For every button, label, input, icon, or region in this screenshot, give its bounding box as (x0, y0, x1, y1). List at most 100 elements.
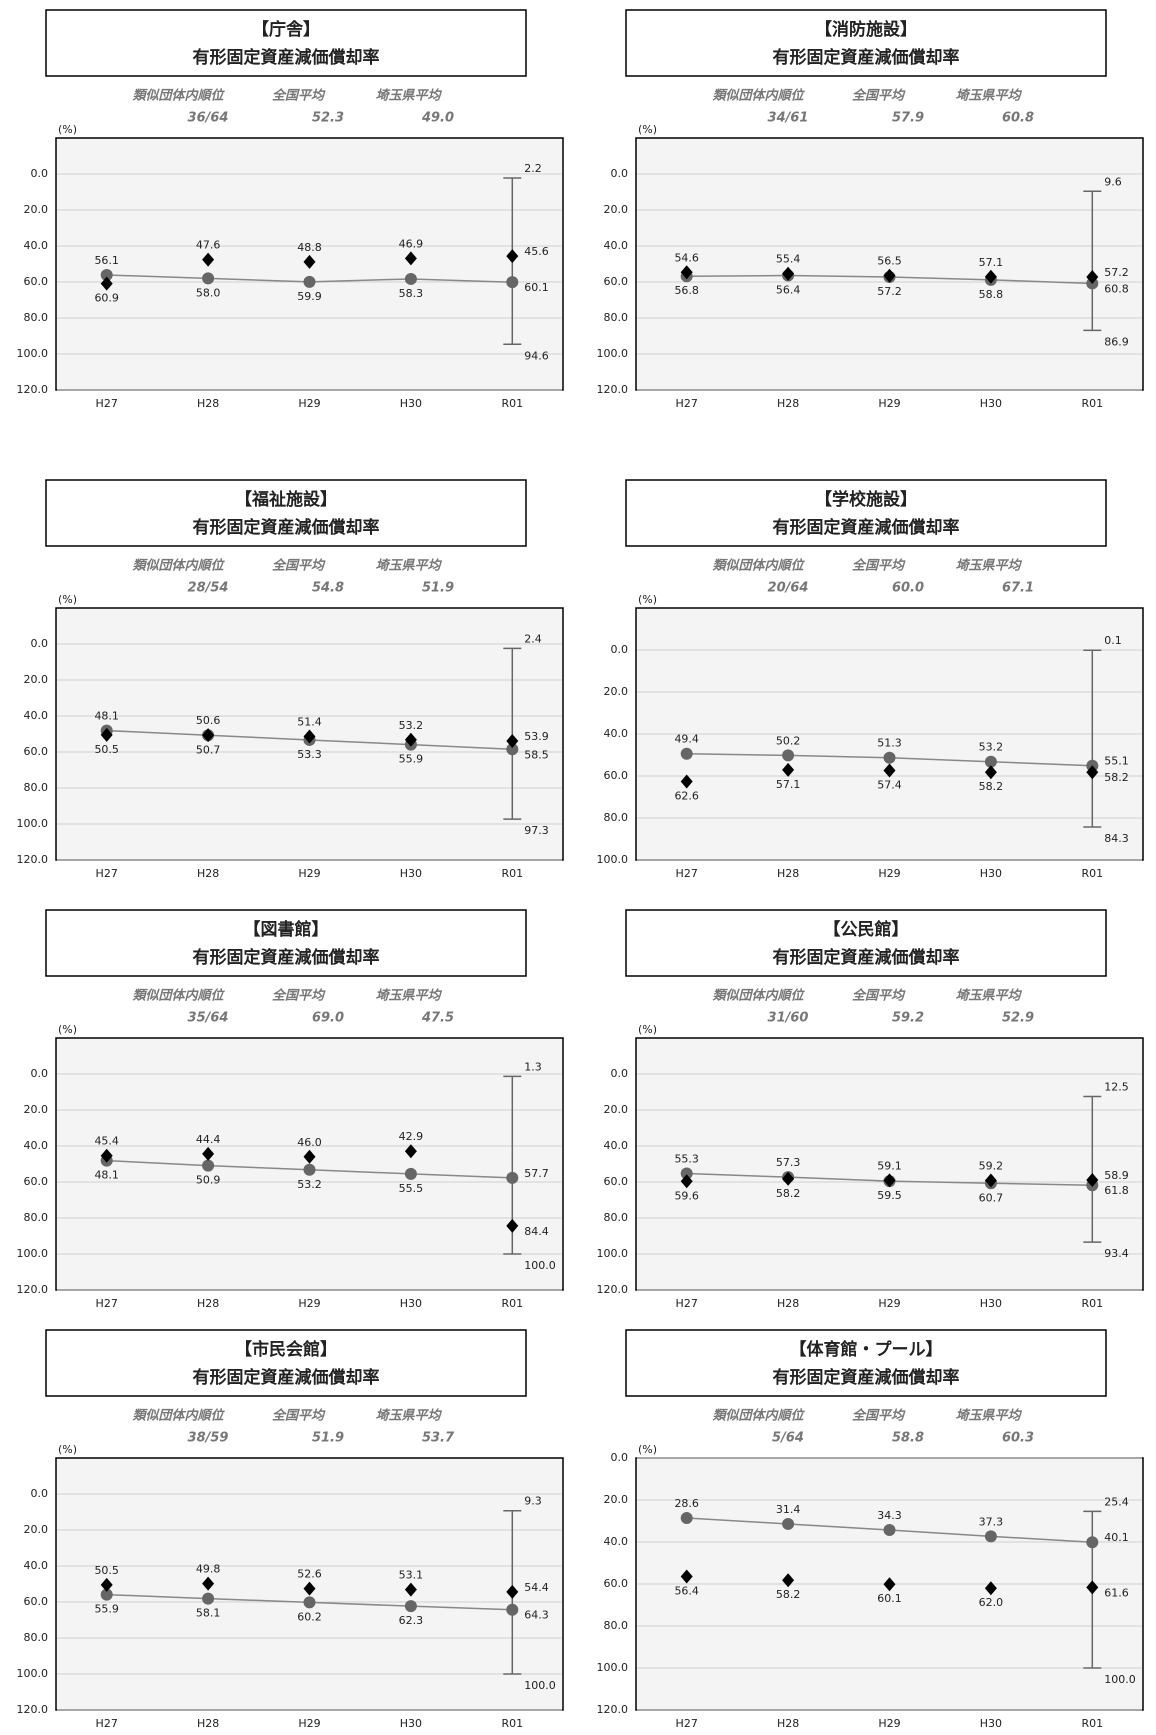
unit-label: (%) (638, 123, 657, 136)
data-label: 37.3 (979, 1515, 1004, 1528)
y-tick-label: 80.0 (604, 1619, 629, 1632)
y-tick-label: 0.0 (611, 167, 629, 180)
title-box (45, 479, 527, 547)
data-point (680, 774, 693, 789)
stat-label: 埼玉県平均 (375, 558, 442, 574)
unit-label: (%) (58, 1443, 77, 1456)
chart-title: 【福祉施設】 (235, 489, 337, 510)
stat-value: 35/64 (188, 1011, 229, 1026)
y-tick-label: 100.0 (17, 1667, 49, 1680)
stat-label: 埼玉県平均 (955, 558, 1022, 574)
title-box (45, 1329, 527, 1397)
data-label: 46.0 (297, 1136, 322, 1149)
data-label: 51.4 (297, 716, 322, 729)
plot-area (635, 137, 1144, 391)
stat-label: 埼玉県平均 (955, 88, 1022, 104)
data-label: 49.4 (674, 733, 699, 746)
data-label: 60.2 (297, 1610, 322, 1623)
title-box (625, 1329, 1107, 1397)
y-tick-label: 60.0 (604, 769, 629, 782)
y-tick-label: 60.0 (24, 745, 49, 758)
x-tick-label: H27 (96, 1297, 118, 1310)
stat-value: 47.5 (421, 1011, 454, 1026)
x-tick-label: H27 (676, 397, 698, 410)
data-label: 50.7 (196, 743, 221, 756)
data-label: 46.9 (399, 237, 424, 250)
y-tick-label: 80.0 (24, 311, 49, 324)
chart-title: 【学校施設】 (815, 489, 917, 510)
range-high-label: 2.2 (524, 162, 542, 175)
data-point (506, 1171, 519, 1184)
x-tick-label: H29 (298, 1297, 320, 1310)
x-tick-label: R01 (1081, 1717, 1103, 1730)
data-point (883, 268, 896, 283)
unit-label: (%) (638, 1023, 657, 1036)
stat-label: 類似団体内順位 (712, 1408, 805, 1424)
chart-title: 【市民会館】 (235, 1339, 337, 1360)
x-tick-label: H28 (777, 397, 799, 410)
data-label: 53.1 (399, 1569, 424, 1582)
y-tick-label: 40.0 (24, 1139, 49, 1152)
stat-label: 全国平均 (852, 988, 906, 1004)
data-point (506, 734, 519, 749)
data-point (680, 747, 693, 760)
data-point (984, 1581, 997, 1596)
y-tick-label: 80.0 (604, 811, 629, 824)
stat-value: 60.3 (1002, 1431, 1034, 1446)
stat-value: 67.1 (1002, 581, 1034, 596)
data-point (680, 1512, 693, 1525)
range-high-label: 2.4 (524, 632, 542, 645)
range-low-label: 86.9 (1104, 335, 1129, 348)
y-tick-label: 80.0 (604, 311, 629, 324)
data-label: 50.5 (94, 743, 119, 756)
data-label: 58.2 (776, 1588, 801, 1601)
y-tick-label: 40.0 (24, 1559, 49, 1572)
y-tick-label: 100.0 (17, 1247, 49, 1260)
x-tick-label: H30 (400, 1717, 422, 1730)
title-box (625, 9, 1107, 77)
data-label: 55.3 (674, 1153, 699, 1166)
data-point (883, 763, 896, 778)
data-label: 51.3 (877, 737, 902, 750)
data-point (782, 1171, 795, 1186)
x-tick-label: R01 (1081, 1297, 1103, 1310)
data-point (1086, 1580, 1099, 1595)
x-tick-label: H30 (980, 397, 1002, 410)
y-tick-label: 20.0 (24, 203, 49, 216)
x-tick-label: H30 (400, 397, 422, 410)
data-point (100, 268, 113, 281)
data-point (984, 1530, 997, 1543)
x-tick-label: R01 (501, 1717, 523, 1730)
x-tick-label: H28 (197, 1717, 219, 1730)
stat-label: 全国平均 (272, 988, 326, 1004)
y-tick-label: 40.0 (604, 727, 629, 740)
y-tick-label: 40.0 (604, 1535, 629, 1548)
data-label: 50.6 (196, 714, 221, 727)
stat-label: 全国平均 (272, 88, 326, 104)
y-tick-label: 100.0 (597, 1661, 629, 1674)
stat-value: 52.3 (312, 111, 344, 126)
chart-title: 【庁舎】 (252, 19, 320, 40)
y-tick-label: 60.0 (24, 1595, 49, 1608)
stat-value: 51.9 (422, 581, 454, 596)
data-point (782, 1573, 795, 1588)
data-label: 45.6 (524, 245, 549, 258)
x-tick-label: R01 (501, 1297, 523, 1310)
stat-value: 5/64 (772, 1431, 804, 1446)
chart-title: 【公民館】 (824, 919, 909, 940)
chart-subtitle: 有形固定資産減価償却率 (193, 1367, 380, 1388)
data-point (782, 266, 795, 281)
y-tick-label: 40.0 (24, 239, 49, 252)
range-low-label: 100.0 (524, 1259, 556, 1272)
data-point (1086, 765, 1099, 780)
data-label: 60.1 (877, 1592, 902, 1605)
data-point (303, 1149, 316, 1164)
x-tick-label: H29 (878, 397, 900, 410)
chart-subtitle: 有形固定資産減価償却率 (193, 947, 380, 968)
data-point (303, 1596, 316, 1609)
data-label: 61.8 (1104, 1184, 1129, 1197)
x-tick-label: H29 (878, 1297, 900, 1310)
y-tick-label: 100.0 (17, 347, 49, 360)
data-point (506, 743, 519, 756)
